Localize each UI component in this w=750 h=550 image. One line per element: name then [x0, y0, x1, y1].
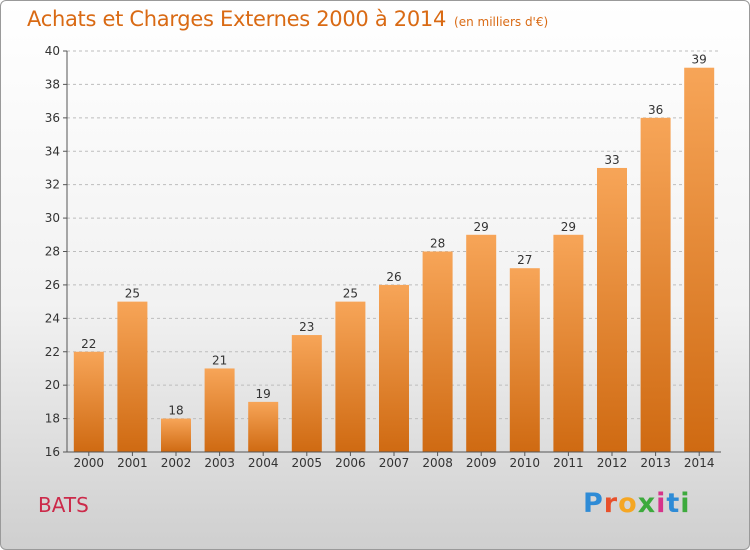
x-tick-label: 2010 — [510, 456, 541, 470]
bar — [684, 67, 715, 452]
x-tick-label: 2012 — [597, 456, 628, 470]
data-label: 39 — [692, 53, 707, 67]
bar — [379, 284, 409, 452]
bar — [509, 268, 540, 452]
logo-letter: r — [603, 488, 619, 519]
logo-letter: P — [583, 488, 604, 519]
y-tick-label: 34 — [45, 144, 60, 158]
data-label: 26 — [386, 270, 401, 284]
bar — [291, 335, 322, 452]
data-label: 18 — [168, 404, 183, 418]
bar — [335, 301, 366, 452]
x-tick-label: 2004 — [248, 456, 279, 470]
data-label: 29 — [474, 220, 489, 234]
data-label: 25 — [343, 287, 358, 301]
data-label: 29 — [561, 220, 576, 234]
x-tick-label: 2007 — [379, 456, 410, 470]
y-tick-label: 36 — [45, 111, 60, 125]
y-tick-label: 28 — [45, 245, 60, 259]
data-label: 27 — [517, 253, 532, 267]
chart-title-block: Achats et Charges Externes 2000 à 2014 (e… — [27, 7, 548, 31]
bar — [640, 117, 671, 452]
y-tick-label: 18 — [45, 412, 60, 426]
y-tick-label: 26 — [45, 278, 60, 292]
y-tick-label: 40 — [45, 44, 60, 58]
bar — [73, 351, 104, 452]
proxiti-logo: Proxiti — [583, 488, 691, 519]
data-label: 36 — [648, 103, 663, 117]
x-tick-label: 2003 — [204, 456, 235, 470]
bar — [466, 234, 497, 452]
y-tick-label: 30 — [45, 211, 60, 225]
x-tick-label: 2005 — [292, 456, 323, 470]
logo-letter: o — [618, 488, 638, 519]
x-tick-label: 2006 — [335, 456, 366, 470]
data-label: 23 — [299, 320, 314, 334]
x-tick-label: 2001 — [117, 456, 148, 470]
x-tick-label: 2002 — [161, 456, 192, 470]
bar — [597, 167, 627, 453]
data-label: 28 — [430, 237, 445, 251]
logo-letter: i — [680, 488, 691, 519]
bar — [553, 234, 584, 452]
axis-layer: 16 18 20 22 24 26 28 30 32 34 36 38 40 2000 2001 2002 20… — [45, 44, 721, 470]
bar — [248, 401, 279, 452]
bar — [117, 301, 148, 452]
bar — [422, 251, 453, 452]
logo-letter: t — [666, 488, 681, 519]
data-label: 22 — [81, 337, 96, 351]
x-tick-label: 2008 — [422, 456, 453, 470]
x-tick-label: 2000 — [74, 456, 105, 470]
bar-layer — [73, 67, 715, 453]
y-tick-label: 20 — [45, 378, 60, 392]
bar — [204, 368, 235, 452]
data-label: 21 — [212, 353, 227, 367]
data-label: 19 — [256, 387, 271, 401]
y-tick-label: 16 — [45, 445, 60, 459]
logo-letter: x — [637, 488, 657, 519]
y-tick-label: 32 — [45, 178, 60, 192]
commune-name: BATS — [38, 493, 89, 517]
x-tick-label: 2014 — [684, 456, 715, 470]
logo-letter: i — [656, 488, 667, 519]
data-label: 25 — [125, 287, 140, 301]
x-tick-label: 2013 — [640, 456, 671, 470]
y-tick-label: 22 — [45, 345, 60, 359]
x-tick-label: 2011 — [553, 456, 584, 470]
data-label: 33 — [604, 153, 619, 167]
y-tick-label: 24 — [45, 311, 60, 325]
chart-unit: (en milliers d'€) — [454, 15, 549, 29]
x-tick-label: 2009 — [466, 456, 497, 470]
bar — [161, 418, 191, 452]
y-tick-label: 38 — [45, 77, 60, 91]
chart-title: Achats et Charges Externes 2000 à 2014 — [27, 7, 447, 31]
label-layer: 22 25 18 21 19 23 25 26 28 29 27 29 33 36 39 — [81, 53, 707, 418]
